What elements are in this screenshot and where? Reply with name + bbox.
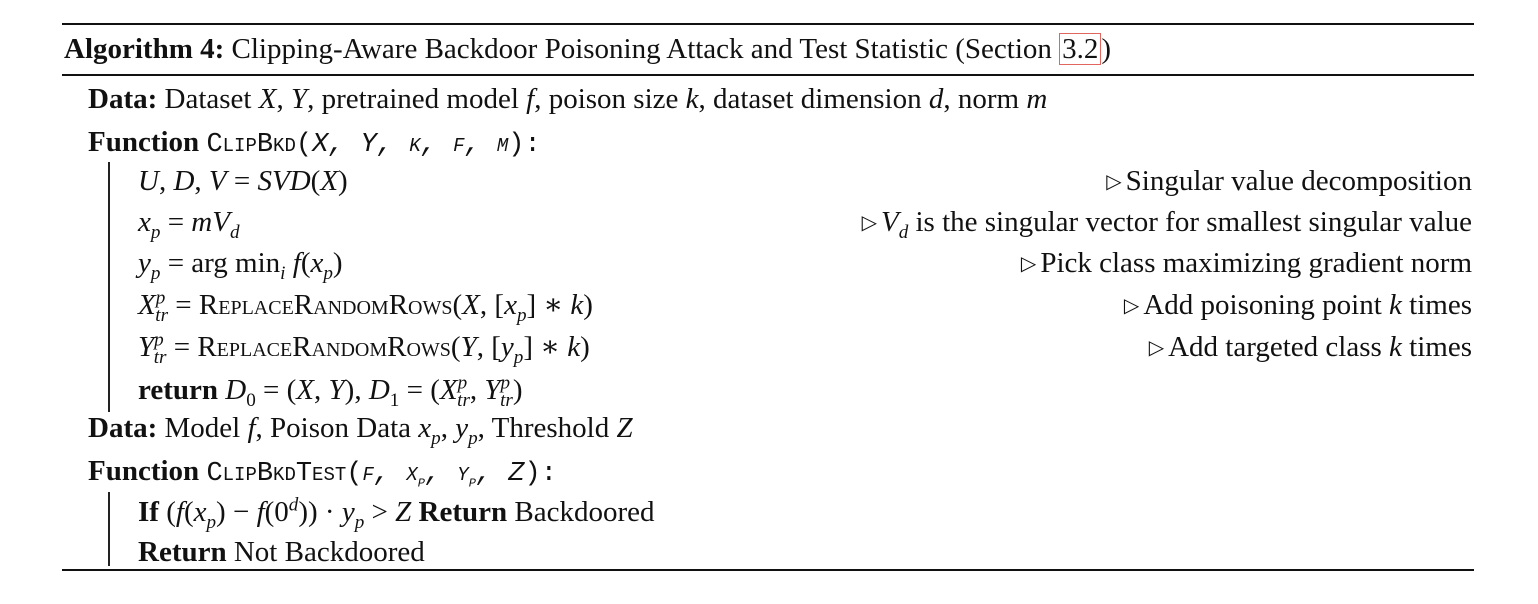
algorithm-caption: Algorithm 4: Clipping-Aware Backdoor Poi…	[64, 29, 1111, 69]
comment-3: ▷ Pick class maximizing gradient norm	[1020, 247, 1472, 279]
triangle-right-icon: ▷	[1123, 295, 1140, 317]
else-return-statement: Return Not Backdoored	[138, 536, 425, 568]
statement-1: U, D, V = SVD(X)	[138, 165, 348, 197]
algorithm-title: Clipping-Aware Backdoor Poisoning Attack…	[231, 33, 1060, 65]
algorithm-label: Algorithm 4:	[64, 33, 225, 65]
function-header-clipbkdtest: Function ClipBkdTest(f, xp, yp, Z):	[88, 453, 557, 492]
triangle-right-icon: ▷	[861, 212, 877, 234]
section-ref-link[interactable]: 3.2	[1059, 33, 1102, 65]
caption-rule	[62, 74, 1474, 76]
comment-1: ▷ Singular value decomposition	[1106, 165, 1472, 197]
function-args: (X, Y, k, f, m):	[295, 130, 541, 160]
if-statement: If (f(xp) − f(0d)) · yp > Z Return Backd…	[138, 494, 655, 533]
statement-4: Xptr = ReplaceRandomRows(X, [xp] ∗ k)	[138, 287, 593, 326]
function-name: ClipBkd	[206, 130, 296, 160]
function-args: (f, xp, yp, Z):	[346, 459, 557, 493]
return-statement: return D0 = (X, Y), D1 = (Xptr, Yptr)	[138, 372, 523, 411]
comment-5: ▷ Add targeted class k times	[1148, 331, 1472, 363]
function-body-bar	[108, 492, 110, 566]
statement-2: xp = mVd	[138, 206, 240, 243]
comment-2: ▷ Vd is the singular vector for smallest …	[861, 206, 1472, 243]
triangle-right-icon: ▷	[1106, 171, 1122, 193]
data-line-2: Data: Model f, Poison Data xp, yp, Thres…	[88, 412, 633, 449]
function-name: ClipBkdTest	[206, 459, 347, 489]
caption-close-paren: )	[1101, 33, 1112, 65]
statement-3: yp = arg mini f(xp)	[138, 247, 343, 284]
data-label: Data:	[88, 83, 158, 115]
comment-4: ▷ Add poisoning point k times	[1123, 289, 1472, 321]
data-text-render: Dataset X, Y, pretrained model f, poison…	[164, 83, 1048, 115]
bottom-rule	[62, 569, 1474, 571]
triangle-right-icon: ▷	[1148, 337, 1165, 359]
top-rule	[62, 23, 1474, 25]
data-line-1: Data: Dataset X, Y, pretrained model f, …	[88, 81, 1047, 117]
function-keyword: Function	[88, 126, 200, 158]
function-header-clipbkd: Function ClipBkd(X, Y, k, f, m):	[88, 124, 541, 163]
triangle-right-icon: ▷	[1020, 253, 1037, 275]
function-keyword: Function	[88, 455, 200, 487]
statement-5: Yptr = ReplaceRandomRows(Y, [yp] ∗ k)	[138, 329, 590, 368]
data-label: Data:	[88, 412, 158, 444]
function-body-bar	[108, 162, 110, 412]
